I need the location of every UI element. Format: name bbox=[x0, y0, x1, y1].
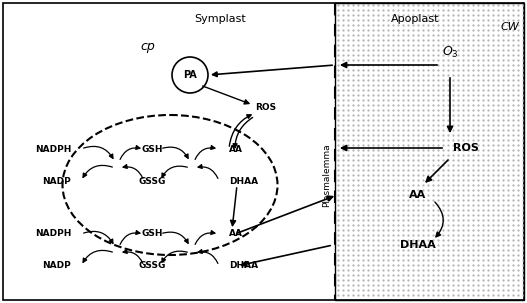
Text: cp: cp bbox=[141, 40, 155, 53]
Text: ROS: ROS bbox=[453, 143, 479, 153]
Text: GSSG: GSSG bbox=[138, 261, 165, 271]
Text: NADPH: NADPH bbox=[35, 229, 71, 238]
Text: AA: AA bbox=[229, 229, 243, 238]
Text: ROS: ROS bbox=[255, 104, 276, 112]
Circle shape bbox=[172, 57, 208, 93]
Text: GSH: GSH bbox=[141, 229, 163, 238]
Text: DHAA: DHAA bbox=[229, 177, 258, 185]
Text: NADP: NADP bbox=[42, 261, 71, 271]
Text: AA: AA bbox=[229, 145, 243, 154]
Bar bbox=[335, 3, 524, 300]
Text: NADPH: NADPH bbox=[35, 145, 71, 154]
Text: AA: AA bbox=[409, 190, 427, 200]
Text: Plasmalemma: Plasmalemma bbox=[323, 143, 331, 207]
Text: PA: PA bbox=[183, 70, 197, 80]
Text: GSH: GSH bbox=[141, 145, 163, 154]
Text: DHAA: DHAA bbox=[229, 261, 258, 271]
Text: CW: CW bbox=[501, 22, 520, 32]
Text: Symplast: Symplast bbox=[194, 14, 246, 24]
Text: GSSG: GSSG bbox=[138, 177, 165, 185]
Text: Apoplast: Apoplast bbox=[391, 14, 439, 24]
Ellipse shape bbox=[63, 115, 278, 255]
Text: NADP: NADP bbox=[42, 177, 71, 185]
Text: $O_3$: $O_3$ bbox=[442, 45, 458, 60]
Text: DHAA: DHAA bbox=[400, 240, 436, 250]
